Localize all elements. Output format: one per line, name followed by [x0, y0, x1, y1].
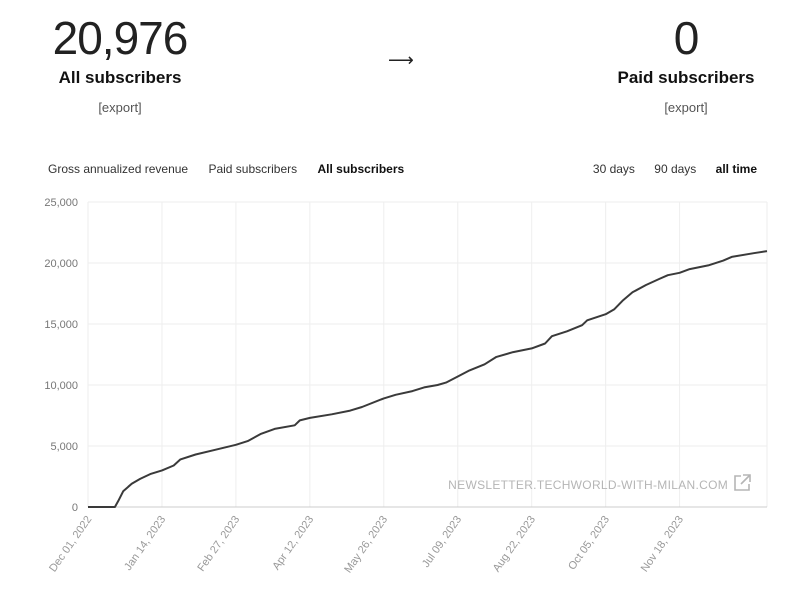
paid-subscribers-label: Paid subscribers [617, 68, 755, 87]
x-tick-label: Feb 27, 2023 [195, 514, 242, 574]
x-tick-label: Jan 14, 2023 [122, 514, 168, 573]
series-line-all-subscribers [88, 250, 768, 508]
all-subscribers-label: All subscribers [58, 68, 182, 87]
external-link-icon [734, 474, 751, 491]
watermark-text: NEWSLETTER.TECHWORLD-WITH-MILAN.COM [448, 478, 728, 492]
watermark[interactable]: NEWSLETTER.TECHWORLD-WITH-MILAN.COM [448, 474, 751, 492]
paid-subscribers-count: 0 [673, 12, 700, 64]
export-all-subscribers-link[interactable]: [export] [98, 100, 142, 115]
range-90-days[interactable]: 90 days [654, 162, 697, 176]
x-tick-label: Jul 09, 2023 [420, 514, 464, 570]
y-tick-label: 0 [72, 502, 78, 514]
x-tick-label: Aug 22, 2023 [491, 514, 538, 574]
range-30-days[interactable]: 30 days [592, 162, 635, 176]
tab-gross-annualized-revenue[interactable]: Gross annualized revenue [48, 162, 189, 176]
x-tick-label: Oct 05, 2023 [566, 514, 612, 572]
y-tick-label: 5,000 [50, 441, 78, 453]
x-tick-label: Dec 01, 2022 [47, 514, 94, 574]
arrow-right-icon: ⟶ [388, 50, 414, 70]
y-axis: 0 5,000 10,000 15,000 20,000 25,000 [44, 197, 78, 514]
x-tick-label: May 26, 2023 [342, 514, 390, 575]
tab-all-subscribers[interactable]: All subscribers [317, 162, 405, 176]
subscribers-chart: 0 5,000 10,000 15,000 20,000 25,000 Dec 01, 2… [44, 197, 768, 575]
range-tabs: 30 days 90 days all time [577, 162, 757, 176]
x-axis: Dec 01, 2022 Jan 14, 2023 Feb 27, 2023 Apr … [47, 514, 686, 575]
range-all-time[interactable]: all time [715, 162, 757, 176]
x-tick-label: Apr 12, 2023 [270, 514, 316, 572]
all-subscribers-count: 20,976 [52, 12, 189, 64]
tab-paid-subscribers[interactable]: Paid subscribers [208, 162, 298, 176]
chart-grid [87, 201, 768, 507]
y-tick-label: 10,000 [44, 380, 78, 392]
y-tick-label: 25,000 [44, 197, 78, 209]
y-tick-label: 15,000 [44, 319, 78, 331]
paid-subscribers-stat: 0 Paid subscribers [export] [606, 10, 766, 115]
metric-tabs: Gross annualized revenue Paid subscriber… [48, 162, 421, 176]
x-tick-label: Nov 18, 2023 [639, 514, 686, 574]
y-tick-label: 20,000 [44, 258, 78, 270]
all-subscribers-stat: 20,976 All subscribers [export] [40, 10, 200, 115]
export-paid-subscribers-link[interactable]: [export] [664, 100, 708, 115]
